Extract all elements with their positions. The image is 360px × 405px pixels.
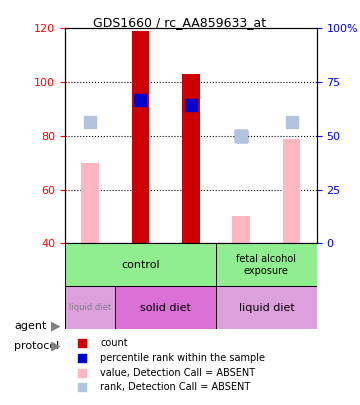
Text: rank, Detection Call = ABSENT: rank, Detection Call = ABSENT bbox=[100, 382, 250, 392]
FancyBboxPatch shape bbox=[216, 286, 317, 329]
FancyBboxPatch shape bbox=[65, 243, 216, 286]
Point bbox=[348, 139, 354, 145]
Text: fetal alcohol
exposure: fetal alcohol exposure bbox=[237, 254, 296, 276]
Point bbox=[348, 274, 354, 280]
Bar bbox=[81, 163, 99, 243]
Text: protocol: protocol bbox=[14, 341, 60, 351]
Point bbox=[289, 119, 294, 126]
Bar bbox=[132, 31, 149, 243]
Bar bbox=[233, 216, 250, 243]
Text: liquid diet: liquid diet bbox=[69, 303, 111, 312]
FancyBboxPatch shape bbox=[115, 286, 216, 329]
Point bbox=[348, 4, 354, 10]
Point bbox=[238, 132, 244, 139]
Text: value, Detection Call = ABSENT: value, Detection Call = ABSENT bbox=[100, 368, 255, 377]
Text: GDS1660 / rc_AA859633_at: GDS1660 / rc_AA859633_at bbox=[94, 16, 266, 29]
Point bbox=[138, 96, 143, 103]
Point bbox=[188, 102, 194, 108]
Bar bbox=[182, 74, 199, 243]
Text: ▶: ▶ bbox=[51, 320, 60, 333]
FancyBboxPatch shape bbox=[65, 286, 115, 329]
Text: liquid diet: liquid diet bbox=[239, 303, 294, 313]
Text: percentile rank within the sample: percentile rank within the sample bbox=[100, 353, 265, 363]
FancyBboxPatch shape bbox=[216, 243, 317, 286]
Text: control: control bbox=[121, 260, 160, 270]
Text: count: count bbox=[100, 338, 128, 348]
Text: solid diet: solid diet bbox=[140, 303, 191, 313]
Text: agent: agent bbox=[14, 321, 47, 331]
Bar bbox=[283, 139, 300, 243]
Point bbox=[87, 119, 93, 126]
Text: ▶: ▶ bbox=[51, 340, 60, 353]
Point bbox=[238, 132, 244, 139]
